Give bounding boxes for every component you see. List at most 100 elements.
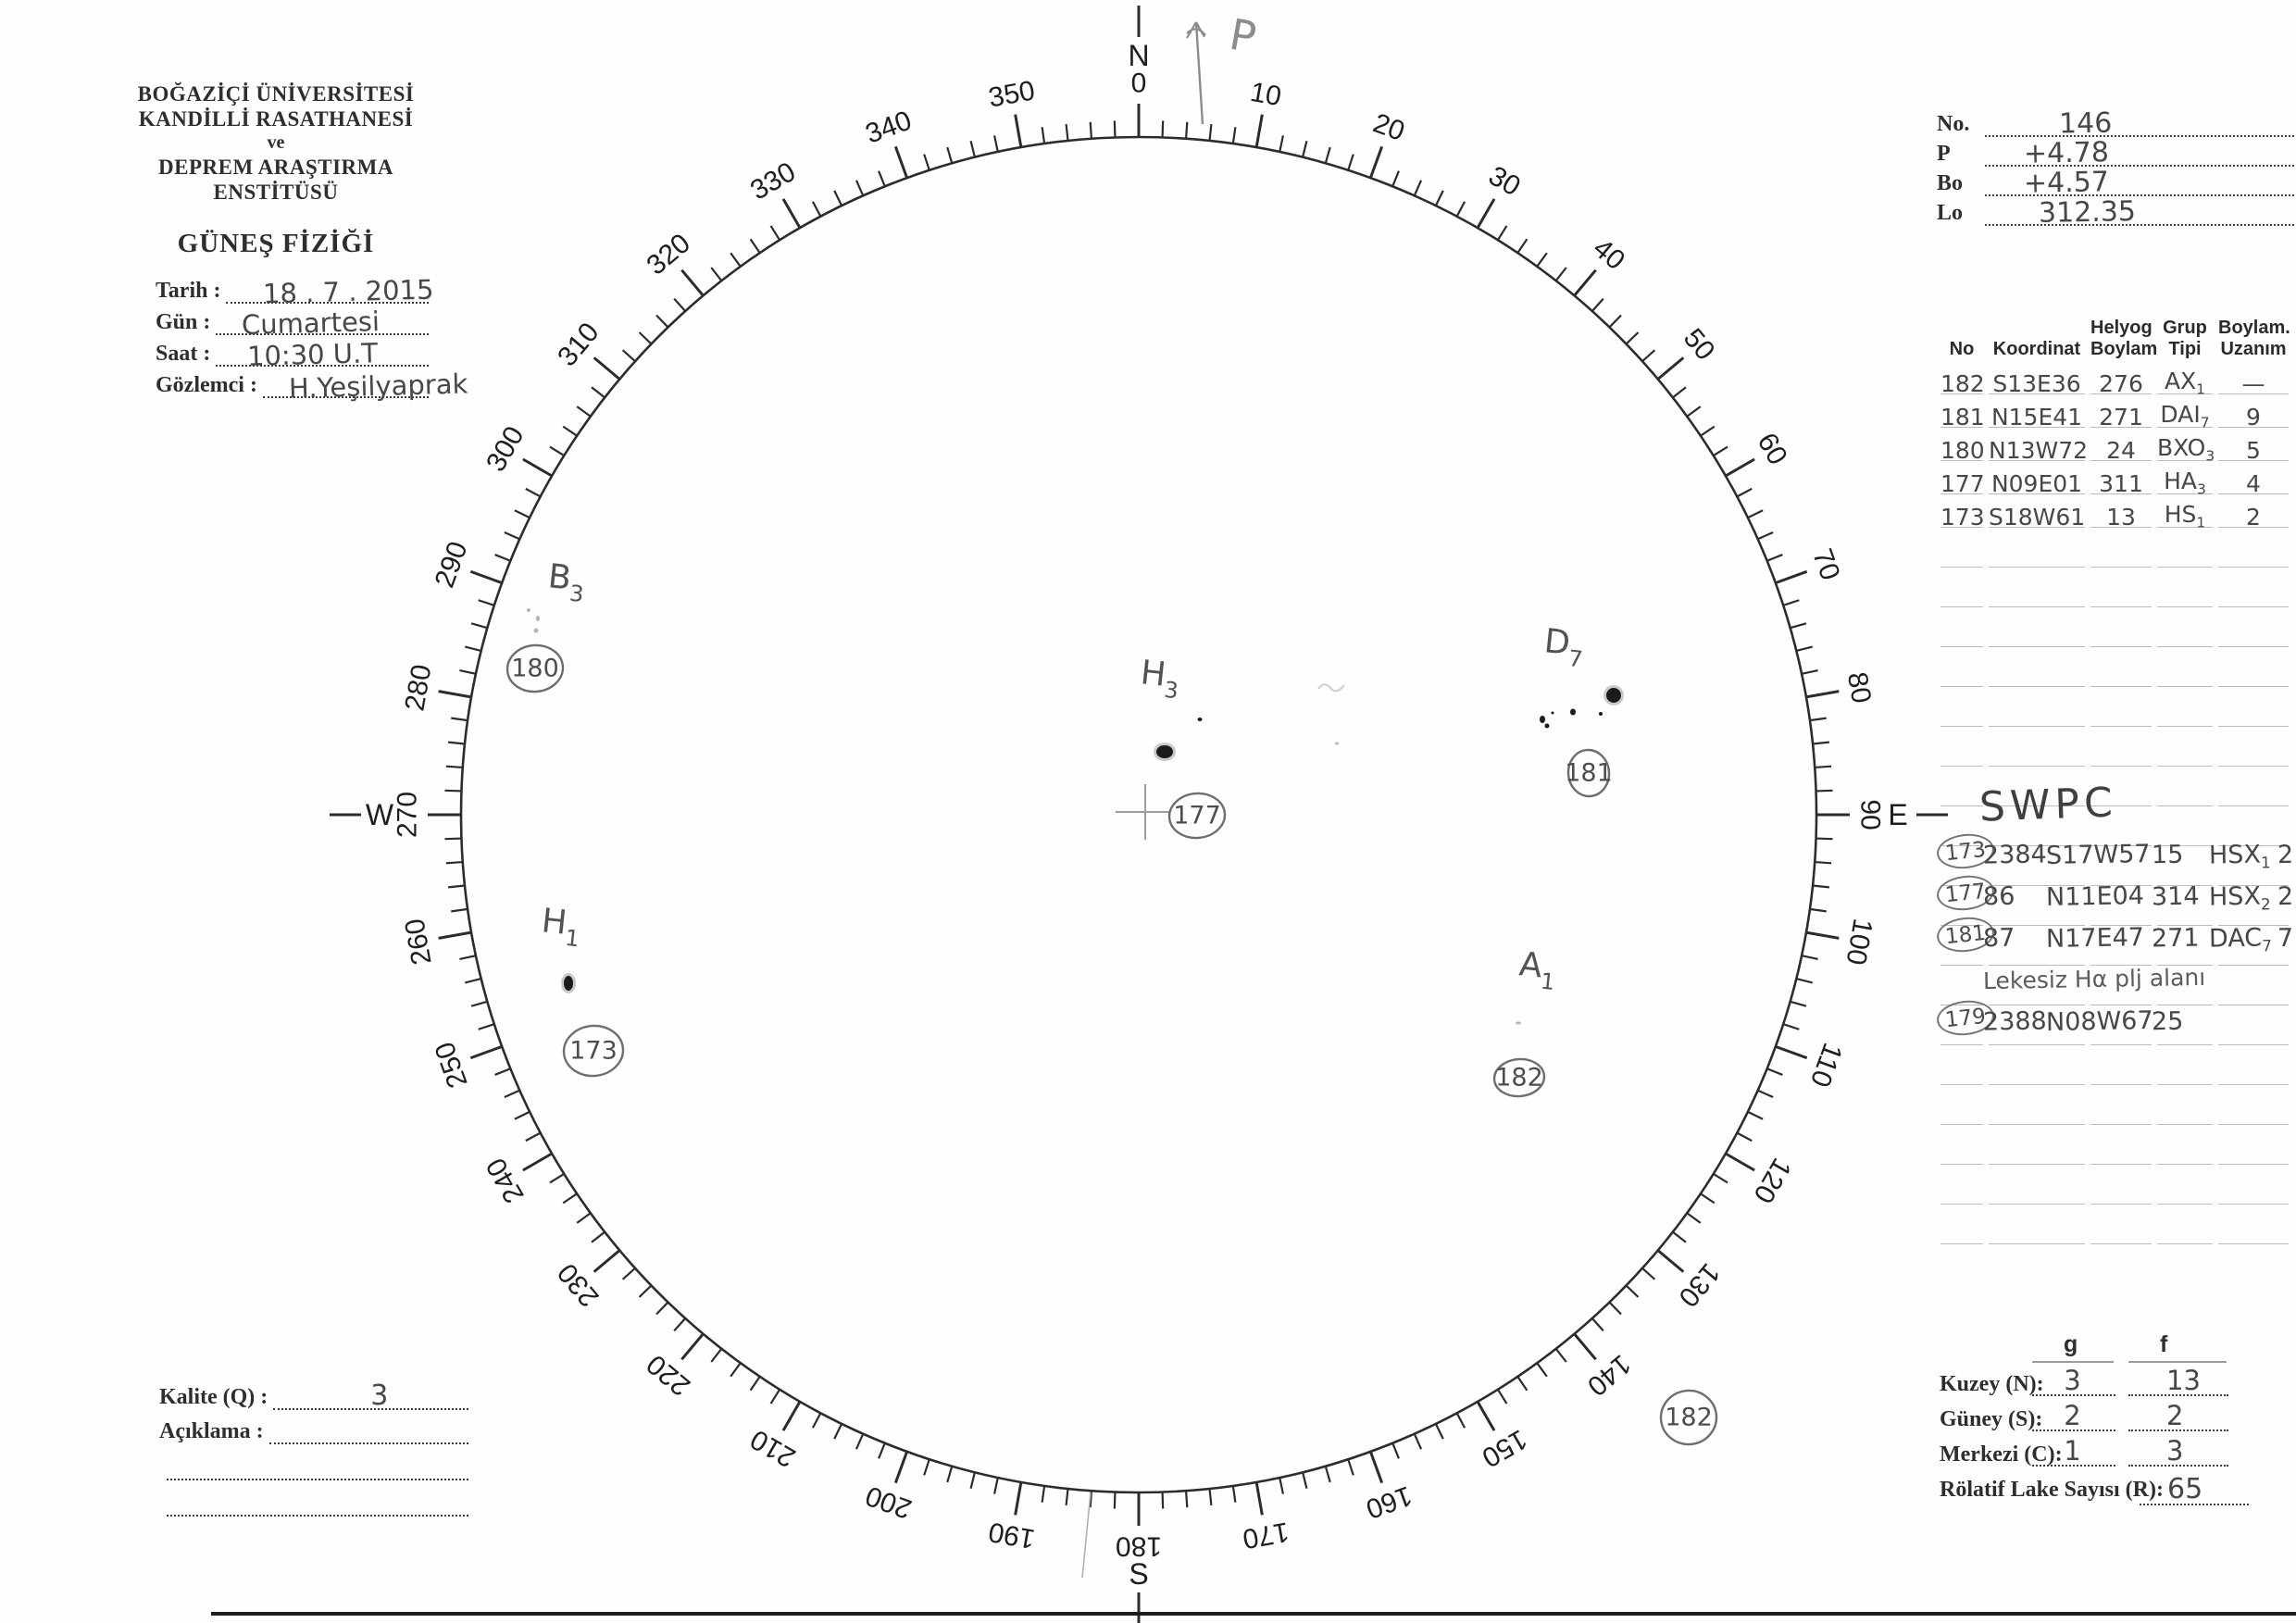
degree-label: 260: [399, 917, 437, 968]
degree-tick: [1757, 1089, 1774, 1099]
relative-number-label: Rölatif Lake Sayısı (R):: [1940, 1478, 2164, 1502]
day-line: Cumartesi: [216, 302, 429, 341]
day-label: Gün :: [156, 310, 211, 334]
degree-tick: [514, 1110, 530, 1120]
summary-f-line: 13: [2128, 1365, 2228, 1396]
group-table-empty-row: [1940, 647, 2292, 687]
empty-cell: [2157, 646, 2213, 687]
degree-tick: [878, 170, 886, 187]
cell-value: BXO3: [2157, 433, 2215, 464]
empty-cell: [2090, 726, 2152, 767]
empty-cell: [2157, 606, 2213, 647]
summary-label: Merkezi (C):: [1940, 1442, 2063, 1467]
degree-tick: [1573, 268, 1597, 297]
degree-tick: [1014, 1481, 1023, 1516]
degree-tick: [1554, 267, 1567, 281]
header-grup-tipi: Grup Tipi: [2163, 318, 2207, 359]
group-number-circle: [562, 1024, 625, 1078]
degree-tick: [576, 1212, 592, 1224]
empty-cell: [2218, 885, 2289, 926]
empty-cell: [2090, 1005, 2152, 1045]
degree-tick: [946, 1466, 954, 1483]
table-cell: 2: [2218, 493, 2289, 531]
pole-arrowhead: [1186, 21, 1206, 39]
degree-tick: [1790, 1000, 1807, 1007]
empty-cell: [1989, 845, 2085, 886]
cell-value: 181: [1940, 404, 1985, 431]
empty-cell: [2218, 805, 2289, 846]
table-cell: 311: [2090, 460, 2152, 497]
empty-cell: [1940, 1084, 1983, 1125]
degree-label: 240: [480, 1153, 530, 1208]
empty-cell: [1989, 885, 2085, 926]
summary-block: g f Kuzey (N): 3 13 Güney (S): 2 2 Merkezi (C)…: [1938, 1331, 2296, 1526]
empty-cell: [1989, 567, 2085, 607]
group-table-row: 181 N15E41 271 DAI7 9: [1940, 393, 2292, 431]
empty-cell: [2090, 1124, 2152, 1165]
degree-tick: [1591, 297, 1604, 312]
empty-cell: [2218, 1044, 2289, 1085]
cell-value: HA3: [2164, 467, 2206, 497]
degree-tick: [1766, 554, 1783, 562]
empty-cell: [2090, 925, 2152, 966]
degree-label: 110: [1804, 1039, 1848, 1091]
empty-cell: [2090, 1164, 2152, 1205]
degree-label: 230: [552, 1257, 605, 1313]
group-table-empty-row: [1940, 846, 2292, 886]
table-cell: 177: [1940, 460, 1985, 497]
degree-label: 180: [1116, 1531, 1162, 1562]
degree-label: 40: [1587, 232, 1630, 276]
degree-tick: [549, 445, 565, 457]
table-cell: S18W61: [1989, 493, 2085, 531]
degree-tick: [494, 1067, 511, 1076]
degree-tick: [655, 314, 669, 329]
group-table-empty-row: [1940, 1045, 2292, 1085]
group-table-empty-row: [1940, 568, 2292, 607]
header-koordinat: Koordinat: [1992, 338, 2081, 359]
degree-tick: [1324, 1466, 1331, 1483]
degree-label: 70: [1806, 544, 1845, 584]
degree-tick: [1279, 1477, 1285, 1494]
empty-cell: [2157, 845, 2213, 886]
cardinal-letter-w: W: [366, 798, 394, 831]
group-table-header: No Koordinat Helyog Boylam Grup Tipi Boy…: [1940, 306, 2292, 359]
empty-cell: [1940, 925, 1983, 966]
sunspot: [1335, 742, 1339, 745]
empty-cell: [1940, 885, 1983, 926]
degree-tick: [1413, 180, 1423, 196]
subscript: 1: [2196, 381, 2206, 397]
degree-label: 140: [1581, 1348, 1637, 1401]
degree-tick: [478, 599, 495, 606]
degree-label: 210: [745, 1423, 801, 1473]
degree-label: 280: [399, 662, 437, 713]
header-boylam-uzanim: Boylam. Uzanım: [2218, 318, 2290, 359]
sunspot: [1599, 712, 1603, 716]
degree-label: 350: [986, 75, 1037, 113]
sunspot: [536, 616, 540, 621]
group-type-label: H1: [539, 902, 582, 952]
degree-tick: [1065, 123, 1069, 142]
date-label: Tarih :: [156, 279, 221, 303]
degree-tick: [1391, 170, 1400, 187]
degree-tick: [1790, 622, 1807, 630]
bo-label: Bo: [1937, 171, 1964, 195]
institution-header: BOĞAZİÇİ ÜNİVERSİTESİ KANDİLLİ RASATHANE…: [100, 81, 452, 259]
degree-label: 100: [1840, 917, 1878, 968]
degree-tick: [576, 406, 592, 418]
quality-line: 3: [273, 1374, 468, 1412]
empty-cell: [2218, 726, 2289, 767]
degree-tick: [469, 569, 503, 585]
cell-value: 271: [2099, 404, 2143, 431]
table-cell: 181: [1940, 393, 1985, 431]
degree-tick: [1782, 599, 1800, 606]
empty-cell: [1989, 527, 2085, 568]
table-cell: HA3: [2157, 460, 2213, 497]
degree-label: 80: [1841, 670, 1877, 706]
degree-tick: [1625, 331, 1640, 345]
subscript: 3: [2205, 447, 2215, 464]
degree-tick: [811, 201, 822, 218]
degree-tick: [438, 690, 472, 699]
degree-label: 130: [1672, 1257, 1725, 1313]
degree-tick: [1608, 314, 1622, 329]
